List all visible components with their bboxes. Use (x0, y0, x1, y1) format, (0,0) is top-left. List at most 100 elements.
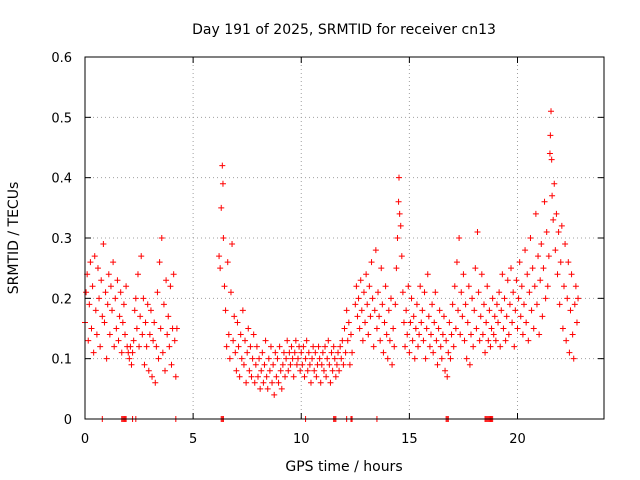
data-point-marker (295, 355, 302, 362)
data-point-marker (346, 361, 353, 368)
data-point-marker (117, 289, 124, 296)
data-point-marker (569, 331, 576, 338)
data-point-marker (393, 265, 400, 272)
data-point-marker (123, 283, 130, 290)
data-point-marker (275, 379, 282, 386)
data-point-marker (360, 289, 367, 296)
data-point-marker (171, 337, 178, 344)
data-point-marker (434, 361, 441, 368)
data-point-marker (508, 265, 515, 272)
data-point-marker (469, 295, 476, 302)
data-point-marker (304, 367, 311, 374)
data-point-marker (423, 325, 430, 332)
data-point-marker (480, 301, 487, 308)
data-point-marker (96, 295, 103, 302)
data-point-marker (130, 337, 137, 344)
data-point-marker (462, 301, 469, 308)
data-point-marker (112, 295, 119, 302)
data-point-marker (344, 337, 351, 344)
data-point-marker (266, 367, 273, 374)
data-point-marker (267, 343, 274, 350)
data-point-marker (302, 355, 309, 362)
data-point-marker (145, 367, 152, 374)
data-point-marker (373, 325, 380, 332)
data-point-marker (293, 361, 300, 368)
data-point-marker (230, 337, 237, 344)
data-point-marker (553, 210, 560, 217)
data-point-marker (567, 307, 574, 314)
data-point-marker (386, 337, 393, 344)
data-point-marker (460, 271, 467, 278)
data-point-marker (394, 235, 401, 241)
data-point-marker (155, 355, 162, 362)
data-point-marker (562, 241, 569, 248)
data-point-marker (419, 307, 426, 314)
data-point-marker (239, 307, 246, 314)
data-point-marker (458, 289, 465, 296)
data-point-marker (563, 337, 570, 344)
data-point-marker (483, 319, 490, 326)
data-point-marker (541, 198, 548, 205)
data-point-marker (261, 361, 268, 368)
data-point-marker (105, 271, 112, 278)
data-point-marker (315, 343, 322, 350)
data-point-marker (556, 301, 563, 308)
data-point-marker (167, 283, 174, 290)
data-point-marker (449, 301, 456, 308)
data-point-marker (226, 355, 233, 362)
data-point-marker (263, 373, 270, 380)
data-point-marker (139, 331, 146, 338)
data-point-marker (446, 319, 453, 326)
data-point-marker (252, 361, 259, 368)
data-point-marker (542, 295, 549, 302)
x-tick-label: 15 (401, 432, 418, 447)
data-point-marker (113, 325, 120, 332)
data-point-marker (548, 108, 555, 115)
data-point-marker (513, 277, 520, 284)
data-point-marker (158, 235, 165, 241)
data-point-marker (517, 313, 524, 320)
data-point-marker (428, 331, 434, 338)
data-point-marker (530, 325, 537, 332)
data-point-marker (157, 325, 164, 332)
data-point-marker (415, 343, 422, 350)
data-point-marker (225, 331, 232, 338)
data-point-marker (153, 343, 160, 350)
data-point-marker (330, 343, 337, 350)
y-tick-label: 0.4 (51, 172, 72, 187)
data-point-marker (482, 349, 489, 356)
data-point-marker (550, 216, 557, 223)
data-point-marker (519, 331, 526, 338)
y-tick-label: 0.2 (51, 292, 72, 307)
data-point-marker (407, 319, 414, 326)
data-point-marker (291, 349, 298, 356)
data-point-marker (445, 349, 452, 356)
data-point-marker (560, 283, 567, 290)
data-point-marker (274, 355, 281, 362)
data-point-marker (166, 343, 173, 350)
data-point-marker (470, 343, 477, 350)
data-point-marker (473, 325, 480, 332)
data-point-marker (109, 307, 116, 314)
data-point-marker (425, 313, 432, 320)
data-point-marker (233, 367, 240, 374)
data-point-marker (396, 210, 403, 217)
data-point-marker (217, 265, 224, 272)
data-point-marker (116, 313, 123, 320)
x-tick-label: 10 (293, 432, 310, 447)
data-point-marker (220, 235, 227, 241)
data-point-marker (475, 289, 482, 296)
data-point-marker (97, 343, 104, 350)
data-point-marker (443, 337, 450, 344)
data-point-marker (136, 343, 143, 350)
data-point-marker (144, 301, 151, 308)
data-point-marker (119, 319, 126, 326)
data-point-marker (299, 361, 306, 368)
data-point-marker (399, 289, 406, 296)
data-point-marker (310, 343, 317, 350)
data-point-marker (468, 331, 475, 338)
data-point-marker (342, 349, 349, 356)
data-point-marker (240, 361, 247, 368)
data-point-marker (99, 313, 106, 320)
